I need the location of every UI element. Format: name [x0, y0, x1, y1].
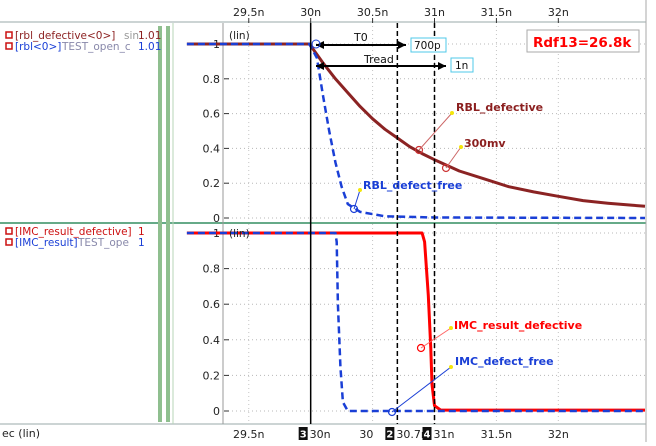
y-tick-label: 0.6 [203, 298, 221, 311]
legend-checkbox-icon[interactable] [5, 238, 13, 246]
imc-defect-free-marker [387, 407, 397, 417]
x-tick-label-bottom: 30 [359, 428, 373, 441]
legend-suffix: sin [124, 30, 139, 42]
x-tick-label-bottom: 31.5n [481, 428, 512, 441]
imc-defective-marker [416, 343, 426, 353]
legend-suffix: TEST_ope [77, 237, 129, 249]
y-tick-label: 0.4 [203, 142, 221, 155]
delta-box-700p[interactable] [410, 37, 447, 53]
y-tick-label: 0.4 [203, 334, 221, 347]
imc-defect-free-pointer [391, 366, 452, 413]
tread-label: Tread [363, 53, 394, 66]
cursor-marker-label-2: 2 [386, 430, 393, 441]
x-tick-label-top: 31.5n [481, 6, 512, 19]
annotations-top: Rdf13=26.8k T0 Tread 700p 1n RBL_defecti… [311, 29, 640, 214]
cursor-marker-box-2 [385, 427, 395, 440]
y-tick-label: 0.2 [203, 177, 221, 190]
cursor-layer: 3 2 4 [298, 23, 436, 441]
rbl-defective-pointer [418, 112, 453, 151]
series-line-imc-result-defective [186, 231, 645, 412]
delta-label-1n: 1n [455, 60, 468, 72]
legend-suffix: TEST_open_c [61, 41, 131, 53]
legend-checkbox-icon[interactable] [5, 31, 13, 39]
imc-defect-free-dot [449, 365, 453, 369]
300mv-marker [441, 163, 451, 173]
imc-defective-label: IMC_result_defective [454, 319, 582, 332]
legend-name[interactable]: [IMC_result] [15, 237, 78, 249]
legend-checkbox-icon[interactable] [5, 227, 13, 235]
cursor-marker-box-3 [298, 427, 308, 440]
x-tick-label-top: 29.5n [233, 6, 264, 19]
x-tick-label-top: 30.5n [357, 6, 388, 19]
t0-arrow-right-icon [398, 41, 406, 49]
rdf-annotation[interactable]: Rdf13=26.8k [533, 35, 632, 51]
legend-separator[interactable] [166, 26, 170, 422]
y-tick-label: 0.6 [203, 108, 221, 121]
legend-name[interactable]: [rbl<0>] [15, 41, 61, 53]
cursor-marker-label-4: 4 [424, 430, 431, 441]
series-line-rbl [186, 42, 646, 220]
series-line-imc-result [186, 231, 645, 413]
y-tick-label: 0.2 [203, 369, 221, 382]
tread-arrow-left-icon [316, 62, 324, 70]
imc-defective-pointer [420, 327, 452, 349]
rbl-defective-label: RBL_defective [456, 101, 543, 114]
imc-defect-free-label: IMC_defect_free [455, 355, 554, 368]
cursor-marker-label-3: 3 [300, 430, 307, 441]
x-tick-label-bottom: 32n [548, 428, 569, 441]
y-tick-label: 0 [213, 405, 220, 418]
y-tick-label: 0 [213, 212, 220, 225]
x-axis-label: ec (lin) [2, 427, 40, 440]
legend-name[interactable]: [rbl_defective<0>] [15, 30, 115, 42]
x-tick-label-bottom: 30n [310, 428, 331, 441]
legend-name[interactable]: [IMC_result_defective] [15, 226, 132, 238]
tread-arrow-right-icon [438, 62, 446, 70]
rbl-defective-marker [414, 145, 424, 155]
legend-value: 1.01 [138, 30, 161, 42]
x-tick-label-bottom: 30.7n [396, 428, 427, 441]
rbl-defect-free-marker [349, 204, 359, 214]
y-scale-label-top: (lin) [229, 30, 250, 42]
cursor-marker-box-4 [422, 427, 432, 440]
x-tick-label-top: 32n [548, 6, 569, 19]
300mv-label: 300mv [464, 137, 506, 150]
x-tick-label-top: 31n [424, 6, 445, 19]
delta-label-700p: 700p [414, 40, 441, 52]
x-tick-label-bottom: 29.5n [233, 428, 264, 441]
y-scale-label-bottom: (lin) [229, 228, 250, 240]
rdf-annotation-box[interactable] [526, 29, 640, 53]
x-tick-label-top: 30n [300, 6, 321, 19]
300mv-pointer [445, 146, 462, 169]
y-tick-label: 0.8 [203, 73, 221, 86]
legend-separator[interactable] [158, 26, 162, 422]
legend-value: 1 [138, 226, 145, 238]
x-tick-label-bottom: 31n [434, 428, 455, 441]
rbl-defect-free-pointer [353, 189, 361, 210]
legend-value: 1.01 [138, 41, 161, 53]
t0-label: T0 [353, 31, 368, 44]
imc-defective-dot [449, 326, 453, 330]
legend-bottom: [IMC_result_defective] 1 [IMC_result] TE… [5, 226, 145, 249]
y-tick-label: 0.8 [203, 263, 221, 276]
300mv-dot [459, 145, 463, 149]
rbl-defect-free-label: RBL_defect_free [363, 179, 462, 192]
rbl-defect-free-dot [358, 188, 362, 192]
delta-box-1n[interactable] [450, 57, 474, 73]
rbl-defective-dot [450, 111, 454, 115]
annotations-bottom: IMC_result_defective IMC_defect_free [387, 319, 582, 417]
legend-top: [rbl_defective<0>] sin 1.01 [rbl<0>] TES… [5, 30, 161, 53]
start-point-marker [311, 39, 321, 49]
legend-value: 1 [138, 237, 145, 249]
legend-checkbox-icon[interactable] [5, 42, 13, 50]
